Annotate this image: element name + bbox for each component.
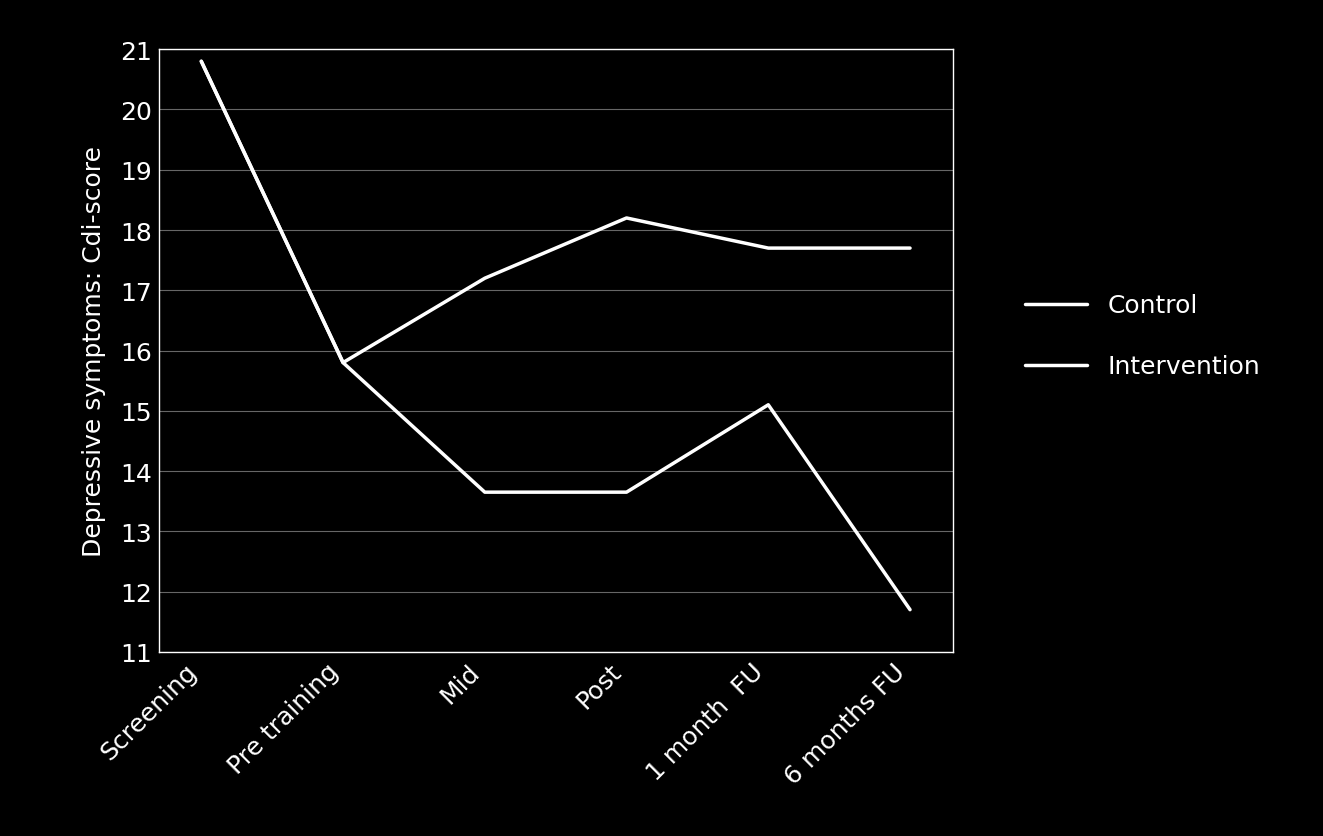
Control <box>193 57 209 67</box>
Intervention <box>902 605 918 615</box>
Intervention <box>476 487 492 497</box>
Intervention <box>761 400 777 410</box>
Control <box>619 214 635 224</box>
Intervention <box>619 487 635 497</box>
Intervention <box>193 57 209 67</box>
Y-axis label: Depressive symptoms: Cdi-score: Depressive symptoms: Cdi-score <box>82 145 106 557</box>
Line: Intervention: Intervention <box>201 62 910 610</box>
Intervention <box>335 358 351 368</box>
Line: Control: Control <box>201 62 910 363</box>
Control <box>335 358 351 368</box>
Legend: Control, Intervention: Control, Intervention <box>1004 273 1279 399</box>
Control <box>476 274 492 284</box>
Control <box>761 244 777 254</box>
Control <box>902 244 918 254</box>
